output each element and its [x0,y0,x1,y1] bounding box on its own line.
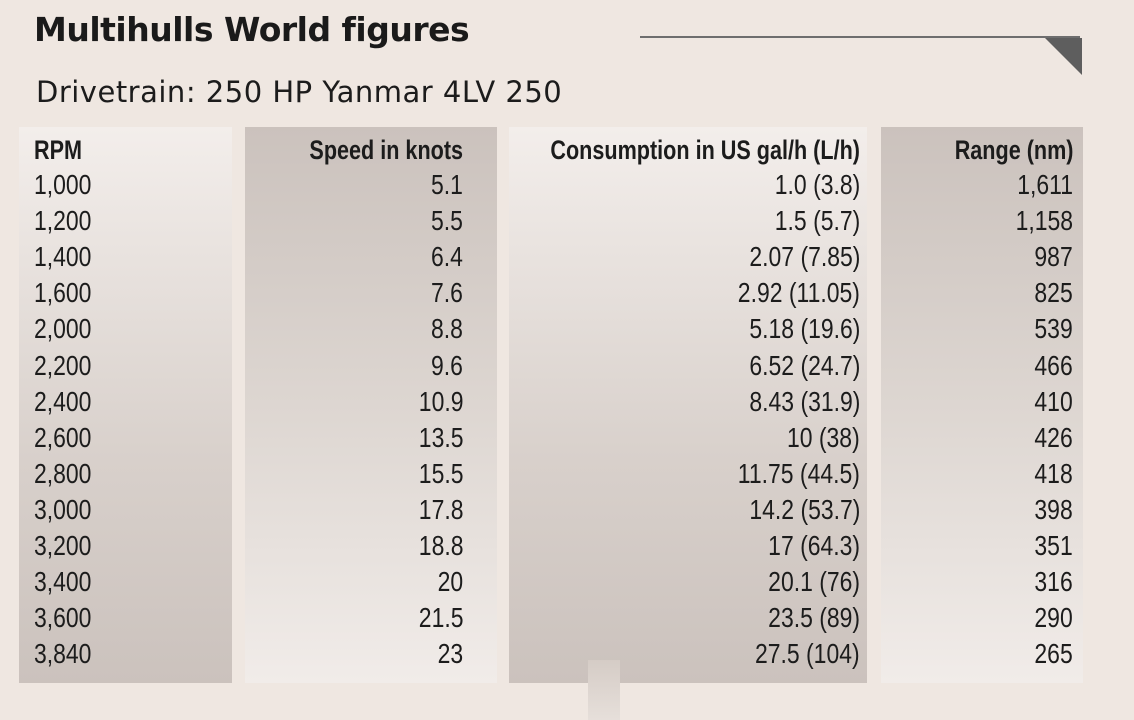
cell-range: 265 [1034,638,1073,670]
cell-consumption: 8.43 (31.9) [748,385,860,417]
cell-speed: 18.8 [418,530,463,561]
cell-speed: 8.8 [431,313,463,345]
cell-speed: 6.4 [431,241,463,273]
cell-rpm: 2,400 [34,385,92,417]
cell-range: 418 [1034,457,1073,489]
cell-speed: 23 [437,638,463,670]
cell-consumption: 2.07 (7.85) [748,241,860,273]
column-band-speed [245,127,497,683]
cell-speed: 21.5 [418,602,463,634]
cell-range: 398 [1034,493,1073,525]
cell-consumption: 14.2 (53.7) [748,493,860,525]
column-header-rpm: RPM [34,135,82,165]
cell-consumption: 6.52 (24.7) [748,349,860,381]
column-header-consumption: Consumption in US gal/h (L/h) [550,135,860,165]
cell-consumption: 1.5 (5.7) [774,205,860,237]
cell-speed: 5.1 [431,169,463,200]
decorative-stub [588,660,620,720]
cell-range: 1,611 [1017,169,1073,200]
cell-range: 410 [1034,385,1073,417]
cell-rpm: 3,000 [34,493,92,525]
cell-consumption: 2.92 (11.05) [737,277,860,309]
cell-rpm: 2,800 [34,457,92,489]
cell-consumption: 23.5 (89) [768,602,860,634]
cell-consumption: 10 (38) [787,421,860,453]
cell-consumption: 5.18 (19.6) [748,313,860,345]
cell-speed: 20 [437,566,463,598]
cell-rpm: 3,400 [34,566,92,598]
cell-rpm: 2,000 [34,313,92,345]
cell-speed: 7.6 [431,277,463,309]
cell-range: 539 [1034,313,1073,345]
cell-rpm: 3,600 [34,602,92,634]
cell-range: 987 [1034,241,1073,273]
cell-rpm: 2,200 [34,349,92,381]
cell-range: 426 [1034,421,1073,453]
cell-speed: 15.5 [418,457,463,489]
cell-range: 351 [1034,530,1073,561]
cell-rpm: 3,840 [34,638,92,670]
cell-rpm: 1,400 [34,241,92,273]
cell-range: 1,158 [1015,205,1073,237]
column-band-rpm [19,127,232,683]
column-header-speed: Speed in knots [309,135,463,165]
cell-speed: 13.5 [418,421,463,453]
cell-rpm: 1,200 [34,205,92,237]
page-title: Multihulls World figures [34,10,470,49]
header-rule [640,36,1080,38]
column-header-range: Range (nm) [954,135,1073,165]
cell-rpm: 2,600 [34,421,92,453]
cell-speed: 9.6 [431,349,463,381]
cell-rpm: 3,200 [34,530,92,561]
cell-range: 825 [1034,277,1073,309]
page-subtitle: Drivetrain: 250 HP Yanmar 4LV 250 [36,75,563,109]
column-band-range [881,127,1083,683]
column-band-consumption [509,127,867,683]
cell-rpm: 1,000 [34,169,92,200]
cell-speed: 10.9 [418,385,463,417]
cell-consumption: 1.0 (3.8) [774,169,860,200]
cell-speed: 5.5 [431,205,463,237]
cell-speed: 17.8 [418,493,463,525]
cell-range: 290 [1034,602,1073,634]
corner-triangle [1045,38,1082,75]
cell-consumption: 17 (64.3) [768,530,860,561]
cell-consumption: 20.1 (76) [768,566,860,598]
cell-range: 466 [1034,349,1073,381]
cell-consumption: 27.5 (104) [755,638,860,670]
cell-consumption: 11.75 (44.5) [737,457,860,489]
cell-range: 316 [1034,566,1073,598]
cell-rpm: 1,600 [34,277,92,309]
